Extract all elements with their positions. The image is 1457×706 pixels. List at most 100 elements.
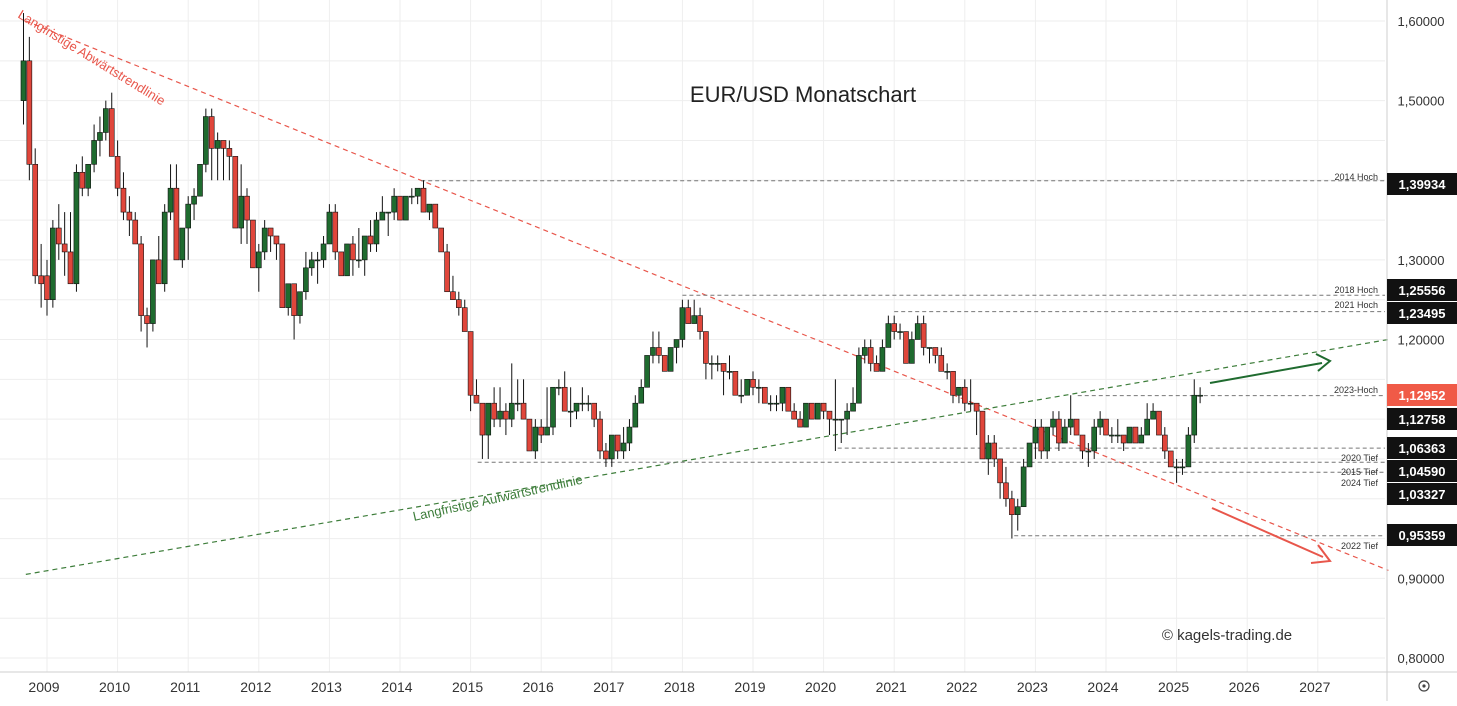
candle-body <box>1044 426 1050 452</box>
candle-body <box>603 450 609 460</box>
price-box <box>1387 483 1457 505</box>
candle-body <box>867 347 874 364</box>
candle-body <box>232 156 239 229</box>
candle-body <box>709 363 715 365</box>
level-annotation: 2024 Tief <box>1341 478 1379 488</box>
candle-body <box>997 458 1003 484</box>
candle-body <box>361 235 368 261</box>
price-box <box>1387 437 1457 459</box>
price-box-label: 1,06363 <box>1399 441 1446 456</box>
settings-gear-icon[interactable] <box>1418 680 1430 692</box>
candle-body <box>991 442 998 460</box>
candle-body <box>732 371 739 396</box>
candle-body <box>267 227 274 237</box>
candle-body <box>685 307 692 324</box>
y-tick-label: 1,50000 <box>1398 94 1445 109</box>
candle-body <box>720 363 727 372</box>
candle-body <box>679 307 686 340</box>
y-tick-label: 0,80000 <box>1398 651 1445 666</box>
candle-body <box>444 251 450 293</box>
x-tick-label: 2016 <box>523 679 554 695</box>
price-box <box>1387 460 1457 482</box>
candle-body <box>585 402 592 405</box>
candle-body <box>479 402 486 436</box>
candle-body <box>320 243 327 261</box>
candle-body <box>985 442 992 460</box>
level-annotation: 2015 Tief <box>1341 467 1379 477</box>
candle-body <box>279 243 286 308</box>
candle-body <box>238 195 244 229</box>
x-tick-label: 2022 <box>946 679 977 695</box>
candle-body <box>397 195 403 221</box>
candle-body <box>938 355 945 372</box>
candle-body <box>1020 466 1027 508</box>
candle-body <box>756 386 762 389</box>
x-tick-label: 2019 <box>734 679 765 695</box>
candle-body <box>1162 434 1168 452</box>
candle-body <box>1097 418 1103 428</box>
candle-body <box>226 148 233 157</box>
candle-body <box>461 307 468 332</box>
candle-body <box>791 410 797 420</box>
candle-body <box>173 187 180 261</box>
copyright-label: © kagels-trading.de <box>1162 627 1292 644</box>
candle-body <box>785 386 792 412</box>
candle-body <box>473 394 480 404</box>
candle-body <box>20 60 27 101</box>
candle-body <box>197 164 203 197</box>
candle-body <box>850 402 856 412</box>
candle-body <box>144 315 150 324</box>
candle-body <box>50 227 56 300</box>
candle-body <box>809 402 815 420</box>
candle-body <box>356 259 362 262</box>
trendline <box>25 338 1389 575</box>
candle-body <box>203 116 209 165</box>
candle-body <box>297 291 303 316</box>
x-tick-label: 2023 <box>1017 679 1048 695</box>
price-box <box>1387 279 1457 301</box>
candle-body <box>373 219 380 245</box>
price-box-label: 1,03327 <box>1399 487 1446 502</box>
level-annotation: 2022 Tief <box>1341 541 1379 551</box>
candle-body <box>838 418 845 421</box>
x-tick-label: 2015 <box>452 679 483 695</box>
candle-body <box>891 323 898 332</box>
candle-body <box>255 251 262 269</box>
candle-body <box>38 275 44 285</box>
x-tick-label: 2027 <box>1299 679 1330 695</box>
candle-body <box>338 251 344 277</box>
candle-body <box>508 402 515 420</box>
y-tick-label: 1,20000 <box>1398 333 1445 348</box>
candle-body <box>420 187 427 213</box>
candle-body <box>291 283 297 316</box>
candle-body <box>167 187 174 213</box>
level-annotation: 2023-Hoch <box>1334 385 1378 395</box>
candle-body <box>1197 394 1203 397</box>
candle-body <box>514 402 521 405</box>
candle-body <box>391 195 397 213</box>
candle-body <box>1091 426 1098 452</box>
candle-body <box>556 386 562 389</box>
candle-body <box>26 60 33 165</box>
candle-body <box>544 426 550 436</box>
candle-body <box>1085 450 1092 453</box>
candle-body <box>967 402 974 405</box>
candle-body <box>597 418 603 452</box>
level-annotation: 2021 Hoch <box>1334 300 1378 310</box>
candle-body <box>191 195 197 205</box>
candle-body <box>208 116 215 149</box>
candle-body <box>673 339 680 348</box>
candle-body <box>497 410 503 420</box>
candle-body <box>885 323 892 348</box>
candle-body <box>1032 426 1039 444</box>
candle-body <box>532 426 539 452</box>
candle-body <box>814 402 821 420</box>
candle-body <box>79 171 86 189</box>
candle-body <box>379 211 386 221</box>
x-tick-label: 2010 <box>99 679 130 695</box>
x-tick-label: 2011 <box>170 679 200 695</box>
x-tick-label: 2017 <box>593 679 624 695</box>
candle-body <box>538 426 545 436</box>
candle-body <box>1009 498 1015 515</box>
candle-body <box>1179 466 1186 469</box>
